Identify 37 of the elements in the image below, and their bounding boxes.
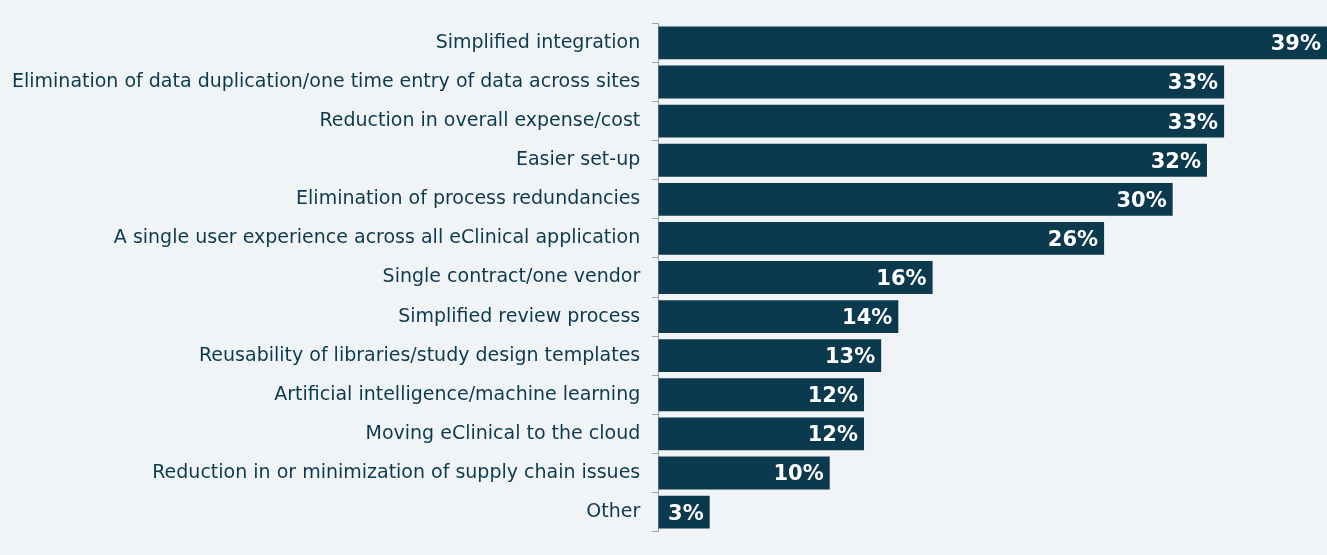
y-tick-label: Elimination of data duplication/one time entry of data across sites xyxy=(11,68,641,91)
data-label: 13% xyxy=(824,344,876,369)
y-tick-label: Reduction in overall expense/cost xyxy=(319,108,641,131)
data-label: 16% xyxy=(876,265,927,290)
bar xyxy=(658,104,1225,138)
data-label: 32% xyxy=(1150,148,1201,173)
y-tick-label: Easier set-up xyxy=(515,147,641,170)
bar xyxy=(658,261,933,294)
bar xyxy=(658,378,865,412)
y-tick-label: Reusability of libraries/study design templates xyxy=(199,342,641,365)
bar xyxy=(658,300,899,334)
bar xyxy=(658,339,882,373)
y-tick-label: Reduction in or minimization of supply chain issues xyxy=(152,459,641,482)
bar xyxy=(658,221,1105,255)
y-tick-label: Single contract/one vendor xyxy=(382,264,641,287)
bar xyxy=(658,143,1207,177)
y-tick-label: Simplified review process xyxy=(398,303,641,326)
data-label: 30% xyxy=(1116,187,1167,212)
y-tick-label: Elimination of process redundancies xyxy=(296,186,641,209)
bar xyxy=(658,65,1225,99)
y-tick-label: Simplified integration xyxy=(435,29,641,52)
data-label: 14% xyxy=(842,305,893,330)
data-label: 39% xyxy=(1270,31,1321,56)
bar xyxy=(658,182,1173,216)
y-tick-label: A single user experience across all eClinical application xyxy=(113,225,641,248)
y-tick-label: Artificial intelligence/machine learning xyxy=(274,381,641,404)
bar xyxy=(658,417,865,451)
data-label: 3% xyxy=(668,500,704,525)
data-label: 12% xyxy=(807,383,859,408)
data-label: 33% xyxy=(1167,70,1219,95)
y-tick-label: Other xyxy=(586,498,641,521)
data-label: 33% xyxy=(1167,109,1219,134)
y-tick-label: Moving eClinical to the cloud xyxy=(365,420,641,443)
bar xyxy=(658,26,1327,60)
data-label: 26% xyxy=(1047,226,1099,251)
data-label: 12% xyxy=(807,422,859,447)
data-label: 10% xyxy=(773,461,824,486)
